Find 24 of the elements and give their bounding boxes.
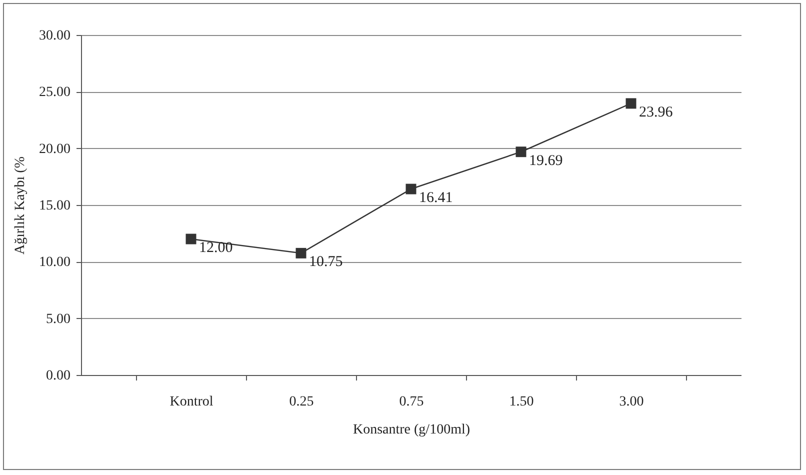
data-label: 19.69 (529, 152, 563, 169)
y-tick-label: 10.00 (39, 255, 70, 270)
data-label: 16.41 (419, 190, 453, 206)
y-tick-label: 15.00 (39, 198, 70, 214)
y-tick-label: 25.00 (39, 85, 70, 100)
point (406, 184, 416, 194)
data-label: 10.75 (309, 254, 343, 270)
y-tick-label: 0.00 (46, 368, 70, 384)
y-tick-label: 20.00 (39, 142, 70, 157)
x-tick-label: 1.50 (509, 394, 534, 410)
point (186, 234, 196, 244)
point (626, 98, 636, 109)
point (296, 248, 306, 258)
x-tick-label: 0.25 (289, 394, 314, 410)
x-tick-label: 0.75 (399, 394, 424, 410)
y-tick-label: 30.00 (39, 28, 70, 44)
x-tick-label: 3.00 (619, 394, 644, 410)
data-label: 12.00 (199, 240, 233, 256)
y-axis-title: Ağırlık Kaybı (% (13, 156, 28, 254)
y-tick-label: 5.00 (46, 312, 70, 327)
point (516, 146, 526, 158)
x-axis-title: Konsantre (g/100ml) (352, 422, 470, 438)
x-tick-label: Kontrol (170, 394, 214, 410)
data-label: 23.96 (639, 104, 674, 120)
